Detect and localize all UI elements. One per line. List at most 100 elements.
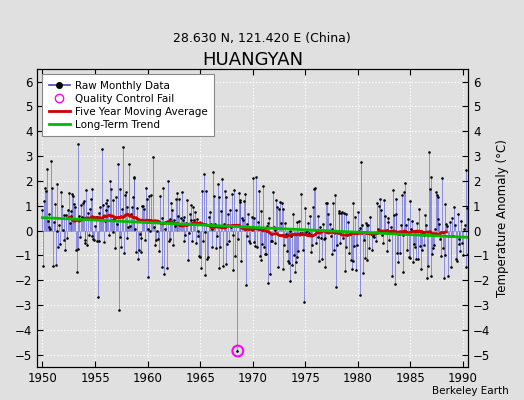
Point xyxy=(205,209,214,215)
Point xyxy=(402,222,410,228)
Point xyxy=(131,225,139,232)
Point xyxy=(448,233,456,239)
Point xyxy=(367,230,375,237)
Point xyxy=(52,181,61,187)
Point xyxy=(275,206,283,212)
Point xyxy=(47,158,56,165)
Point xyxy=(270,226,279,233)
Point xyxy=(45,224,53,230)
Point xyxy=(255,188,263,194)
Point xyxy=(106,186,115,192)
Point xyxy=(272,197,280,204)
Point xyxy=(51,261,60,268)
Point xyxy=(415,206,423,212)
Point xyxy=(48,185,56,191)
Point xyxy=(400,189,408,195)
Point xyxy=(450,204,458,210)
Point xyxy=(110,216,118,223)
Point xyxy=(91,223,99,229)
Point xyxy=(418,247,426,253)
Point xyxy=(58,202,66,209)
Point xyxy=(443,223,451,230)
Point xyxy=(200,171,208,177)
Point xyxy=(380,196,388,203)
Point xyxy=(342,210,351,217)
Point xyxy=(104,203,112,209)
Point xyxy=(187,217,195,224)
Point xyxy=(370,234,379,240)
Point xyxy=(233,348,241,354)
Point xyxy=(458,252,467,258)
Point xyxy=(42,166,51,172)
Point xyxy=(279,266,288,272)
Point xyxy=(72,246,80,253)
Point xyxy=(440,200,449,207)
Point xyxy=(133,205,141,211)
Point xyxy=(169,242,177,248)
Point xyxy=(61,247,70,254)
Point xyxy=(274,264,282,270)
Point xyxy=(239,217,247,223)
Point xyxy=(243,232,251,239)
Point xyxy=(331,192,339,198)
Point xyxy=(150,242,159,248)
Point xyxy=(439,245,447,252)
Point xyxy=(387,224,395,230)
Point xyxy=(286,228,294,234)
Point xyxy=(234,236,242,242)
Point xyxy=(434,216,443,222)
Point xyxy=(90,237,99,244)
Point xyxy=(445,233,453,239)
Point xyxy=(152,237,160,244)
Point xyxy=(413,227,422,234)
Point xyxy=(197,265,205,272)
Point xyxy=(195,253,203,259)
Point xyxy=(147,192,155,198)
Point xyxy=(83,242,91,248)
Point xyxy=(53,228,62,234)
Point xyxy=(307,248,315,255)
Point xyxy=(136,249,145,256)
Point xyxy=(377,207,386,213)
Point xyxy=(101,218,109,224)
Point xyxy=(328,250,336,257)
Point xyxy=(273,204,281,210)
Point xyxy=(398,269,407,276)
Point xyxy=(129,175,138,182)
Point xyxy=(59,227,67,234)
Point xyxy=(394,258,402,265)
Point xyxy=(282,231,290,237)
Point xyxy=(411,244,419,250)
Point xyxy=(299,246,307,253)
Point xyxy=(102,200,111,206)
Point xyxy=(144,274,152,280)
Point xyxy=(114,160,122,167)
Point xyxy=(269,189,277,195)
Point xyxy=(134,256,142,262)
Point xyxy=(210,192,219,199)
Point xyxy=(383,247,391,254)
Point xyxy=(66,219,74,226)
Point xyxy=(117,244,126,250)
Point xyxy=(436,236,444,242)
Point xyxy=(205,213,213,220)
Point xyxy=(155,248,163,254)
Point xyxy=(456,248,464,254)
Point xyxy=(153,228,161,234)
Point xyxy=(221,188,229,194)
Point xyxy=(201,228,210,235)
Point xyxy=(64,190,73,196)
Point xyxy=(85,232,93,238)
Point xyxy=(192,240,200,246)
Point xyxy=(328,226,336,232)
Point xyxy=(421,212,430,218)
Point xyxy=(373,200,381,206)
Point xyxy=(123,234,132,241)
Point xyxy=(337,210,345,216)
Point xyxy=(332,284,340,290)
Point xyxy=(384,219,392,225)
Point xyxy=(237,258,246,264)
Point xyxy=(225,238,233,244)
Point xyxy=(326,233,335,239)
Point xyxy=(371,229,379,236)
